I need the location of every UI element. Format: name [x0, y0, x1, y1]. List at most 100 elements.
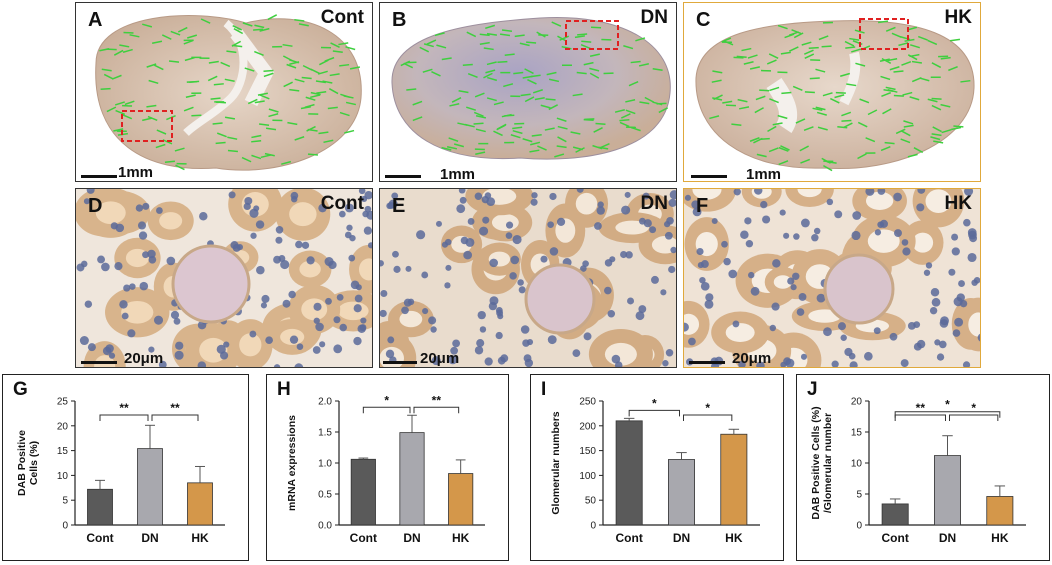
- marker-arrow: [512, 129, 523, 135]
- nucleus: [273, 364, 281, 367]
- marker-arrow: [305, 96, 316, 101]
- marker-arrow: [625, 109, 636, 115]
- marker-arrow: [466, 106, 477, 111]
- bar-dn: [668, 459, 695, 526]
- marker-arrow: [909, 53, 920, 58]
- marker-arrow: [251, 134, 262, 139]
- kidney-section-image: [95, 14, 362, 171]
- marker-arrow: [260, 154, 271, 159]
- marker-arrow: [940, 56, 951, 60]
- tubule-lumen: [159, 212, 183, 230]
- nucleus: [430, 326, 437, 333]
- marker-arrow: [111, 74, 122, 80]
- marker-arrow: [253, 28, 264, 31]
- nucleus: [380, 309, 387, 318]
- marker-arrow: [474, 92, 485, 98]
- nucleus: [333, 316, 341, 324]
- error-bar: [145, 424, 155, 449]
- marker-arrow: [902, 91, 913, 96]
- nucleus: [964, 189, 974, 196]
- marker-arrow: [933, 140, 944, 144]
- scale-label: 20μm: [124, 350, 164, 367]
- nucleus: [597, 201, 604, 208]
- marker-arrow: [212, 122, 223, 125]
- nucleus: [301, 241, 310, 249]
- marker-arrow: [540, 104, 551, 109]
- nucleus: [518, 286, 526, 294]
- marker-arrow: [769, 86, 780, 92]
- bar-dn: [399, 432, 425, 526]
- nucleus: [479, 326, 487, 333]
- nucleus: [465, 237, 475, 247]
- marker-arrow: [289, 88, 300, 92]
- y-tick-label: 10: [57, 471, 69, 482]
- nucleus: [754, 189, 763, 195]
- marker-arrow: [503, 83, 514, 88]
- error-bar: [95, 479, 105, 490]
- marker-arrow: [880, 75, 891, 81]
- marker-arrow: [530, 141, 541, 146]
- marker-arrow: [301, 76, 312, 80]
- nucleus: [939, 340, 947, 349]
- nucleus: [916, 339, 926, 349]
- error-bar: [728, 428, 740, 435]
- marker-arrow: [823, 164, 833, 172]
- marker-arrow: [739, 106, 750, 110]
- marker-arrow: [891, 32, 902, 38]
- nucleus: [790, 284, 797, 291]
- nucleus: [840, 334, 847, 341]
- marker-arrow: [524, 68, 534, 75]
- significance-bracket: *: [894, 398, 1001, 418]
- error-bar: [195, 465, 205, 483]
- y-tick-label: 150: [579, 446, 596, 457]
- marker-arrow: [307, 128, 318, 132]
- nucleus: [556, 217, 566, 227]
- nucleus: [874, 229, 882, 236]
- nucleus: [101, 262, 110, 272]
- bar-cont: [881, 503, 909, 526]
- nucleus: [448, 355, 458, 365]
- marker-arrow: [818, 35, 829, 41]
- marker-arrow: [777, 24, 788, 30]
- nucleus: [135, 204, 144, 212]
- y-tick-label: 100: [579, 471, 596, 482]
- marker-arrow: [780, 145, 790, 151]
- roi-box: [121, 110, 173, 142]
- y-tick-label: 250: [579, 397, 596, 408]
- marker-arrow: [113, 49, 124, 56]
- marker-arrow: [412, 116, 423, 122]
- marker-arrow: [257, 92, 268, 96]
- nucleus: [816, 293, 826, 303]
- marker-arrow: [554, 153, 565, 158]
- marker-arrow: [349, 66, 361, 70]
- marker-arrow: [177, 26, 188, 33]
- nucleus: [405, 265, 412, 272]
- nucleus: [339, 323, 347, 332]
- nucleus: [524, 358, 534, 367]
- marker-arrow: [778, 146, 789, 152]
- marker-arrow: [466, 31, 477, 38]
- marker-arrow: [551, 21, 562, 27]
- nucleus: [864, 351, 873, 361]
- marker-arrow: [156, 129, 167, 135]
- marker-arrow: [286, 63, 297, 69]
- marker-arrow: [733, 56, 744, 59]
- nucleus: [967, 252, 977, 263]
- scale-label: 1mm: [118, 164, 154, 181]
- nucleus: [174, 350, 184, 360]
- marker-arrow: [736, 55, 747, 58]
- nucleus: [893, 192, 902, 202]
- nucleus: [325, 297, 332, 305]
- nucleus: [115, 223, 125, 233]
- nucleus: [635, 311, 645, 321]
- marker-arrow: [175, 164, 185, 171]
- bar-hk: [986, 496, 1014, 526]
- y-axis-label: Glomerular numbers: [550, 411, 562, 514]
- nucleus: [798, 292, 807, 301]
- marker-arrow: [224, 78, 235, 83]
- marker-arrow: [483, 47, 494, 51]
- marker-arrow: [247, 98, 258, 105]
- tubule-lumen: [301, 298, 328, 321]
- nucleus: [273, 255, 282, 264]
- marker-arrow: [184, 56, 195, 62]
